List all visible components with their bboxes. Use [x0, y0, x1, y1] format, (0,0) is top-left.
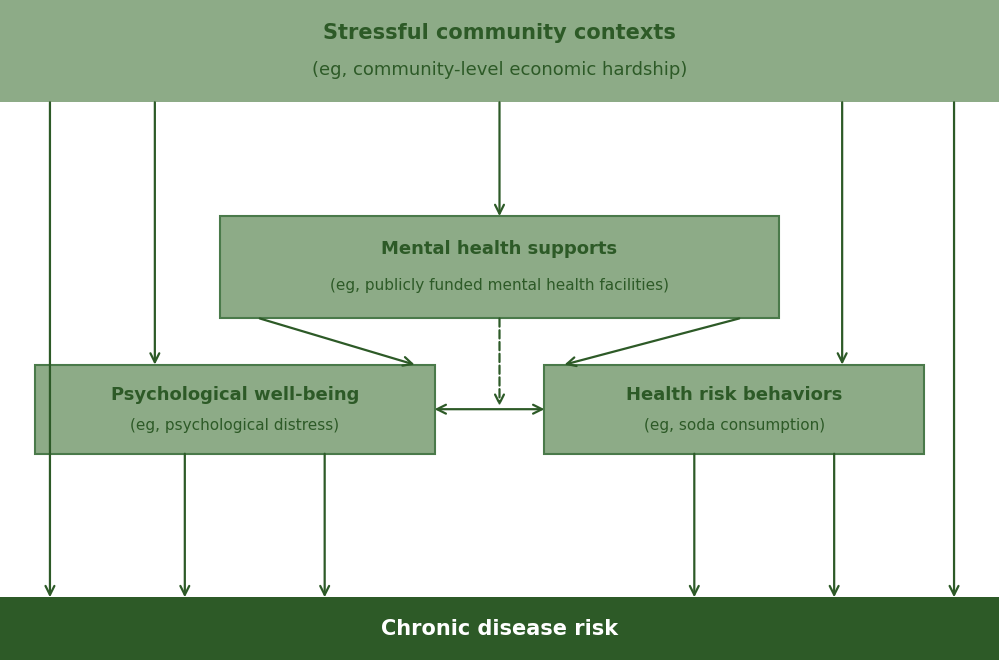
FancyArrowPatch shape [260, 319, 413, 366]
FancyArrowPatch shape [181, 454, 189, 595]
FancyArrowPatch shape [496, 102, 503, 214]
FancyArrowPatch shape [437, 405, 542, 414]
Text: Psychological well-being: Psychological well-being [111, 385, 359, 404]
FancyBboxPatch shape [220, 216, 779, 319]
FancyArrowPatch shape [950, 102, 958, 595]
FancyArrowPatch shape [690, 454, 698, 595]
FancyBboxPatch shape [0, 0, 999, 102]
Text: Chronic disease risk: Chronic disease risk [381, 618, 618, 639]
Text: (eg, soda consumption): (eg, soda consumption) [643, 418, 825, 433]
Text: Mental health supports: Mental health supports [382, 240, 617, 258]
FancyArrowPatch shape [496, 319, 503, 403]
FancyArrowPatch shape [838, 102, 846, 362]
FancyBboxPatch shape [544, 364, 924, 454]
Text: (eg, publicly funded mental health facilities): (eg, publicly funded mental health facil… [330, 279, 669, 293]
FancyArrowPatch shape [566, 319, 739, 366]
Text: Stressful community contexts: Stressful community contexts [323, 22, 676, 43]
FancyBboxPatch shape [35, 364, 435, 454]
FancyBboxPatch shape [0, 597, 999, 660]
Text: (eg, psychological distress): (eg, psychological distress) [130, 418, 340, 433]
FancyArrowPatch shape [151, 102, 159, 362]
Text: Health risk behaviors: Health risk behaviors [626, 385, 842, 404]
FancyArrowPatch shape [321, 454, 329, 595]
Text: (eg, community-level economic hardship): (eg, community-level economic hardship) [312, 61, 687, 79]
FancyArrowPatch shape [46, 102, 54, 595]
FancyArrowPatch shape [830, 454, 838, 595]
